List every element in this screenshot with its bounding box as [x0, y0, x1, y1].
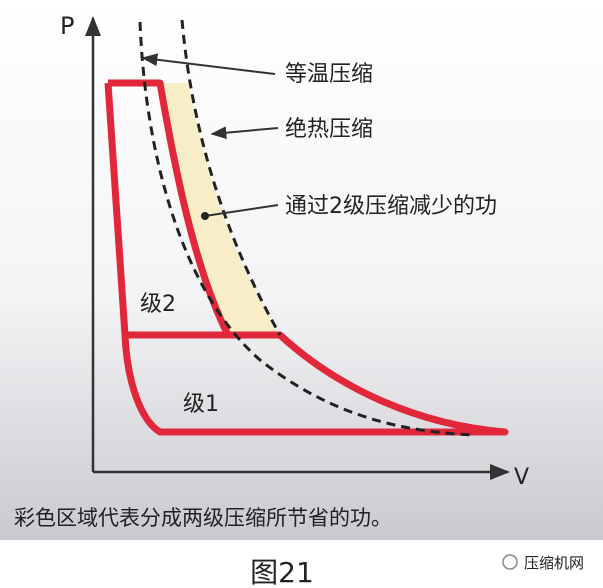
y-axis-label: P: [60, 12, 74, 40]
pointer: [141, 53, 276, 75]
stage-label: 级1: [183, 392, 219, 417]
stage-label: 级2: [140, 292, 176, 317]
annotation: 等温压缩: [285, 62, 373, 87]
pointer: [204, 204, 279, 217]
background: [0, 0, 603, 540]
isothermal-curve: [138, 21, 476, 437]
caption: 彩色区域代表分成两级压缩所节省的功。: [14, 506, 392, 530]
figure-label: 图21: [250, 556, 314, 588]
stage-cycle: [104, 79, 509, 436]
pointer: [210, 126, 279, 140]
saved-area: [160, 83, 280, 335]
adiabatic-curve: [180, 19, 282, 336]
pointer-dot: [201, 212, 209, 220]
watermark-icon: [502, 554, 518, 570]
watermark: 压缩机网: [524, 554, 584, 572]
annotation: 通过2级压缩减少的功: [285, 194, 497, 219]
x-axis-label: V: [514, 465, 529, 490]
annotation: 绝热压缩: [285, 117, 373, 142]
